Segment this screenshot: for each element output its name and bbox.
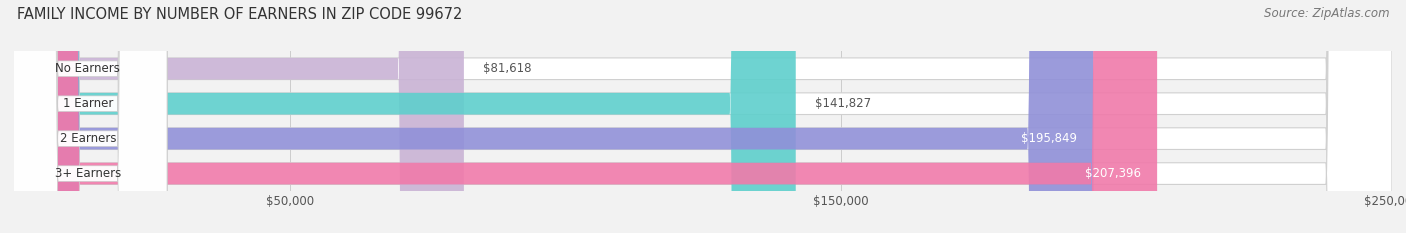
FancyBboxPatch shape bbox=[14, 0, 1392, 233]
Text: $195,849: $195,849 bbox=[1021, 132, 1077, 145]
Text: 2 Earners: 2 Earners bbox=[59, 132, 117, 145]
FancyBboxPatch shape bbox=[14, 0, 1094, 233]
Text: Source: ZipAtlas.com: Source: ZipAtlas.com bbox=[1264, 7, 1389, 20]
Text: $141,827: $141,827 bbox=[815, 97, 872, 110]
Text: $81,618: $81,618 bbox=[484, 62, 531, 75]
FancyBboxPatch shape bbox=[8, 0, 167, 233]
FancyBboxPatch shape bbox=[14, 0, 1392, 233]
FancyBboxPatch shape bbox=[14, 0, 1157, 233]
FancyBboxPatch shape bbox=[8, 0, 167, 233]
FancyBboxPatch shape bbox=[14, 0, 1392, 233]
Text: 1 Earner: 1 Earner bbox=[63, 97, 112, 110]
Text: $207,396: $207,396 bbox=[1084, 167, 1140, 180]
Text: No Earners: No Earners bbox=[55, 62, 121, 75]
FancyBboxPatch shape bbox=[8, 0, 167, 233]
Text: 3+ Earners: 3+ Earners bbox=[55, 167, 121, 180]
FancyBboxPatch shape bbox=[14, 0, 1392, 233]
FancyBboxPatch shape bbox=[8, 0, 167, 233]
Text: FAMILY INCOME BY NUMBER OF EARNERS IN ZIP CODE 99672: FAMILY INCOME BY NUMBER OF EARNERS IN ZI… bbox=[17, 7, 463, 22]
FancyBboxPatch shape bbox=[14, 0, 796, 233]
FancyBboxPatch shape bbox=[14, 0, 464, 233]
